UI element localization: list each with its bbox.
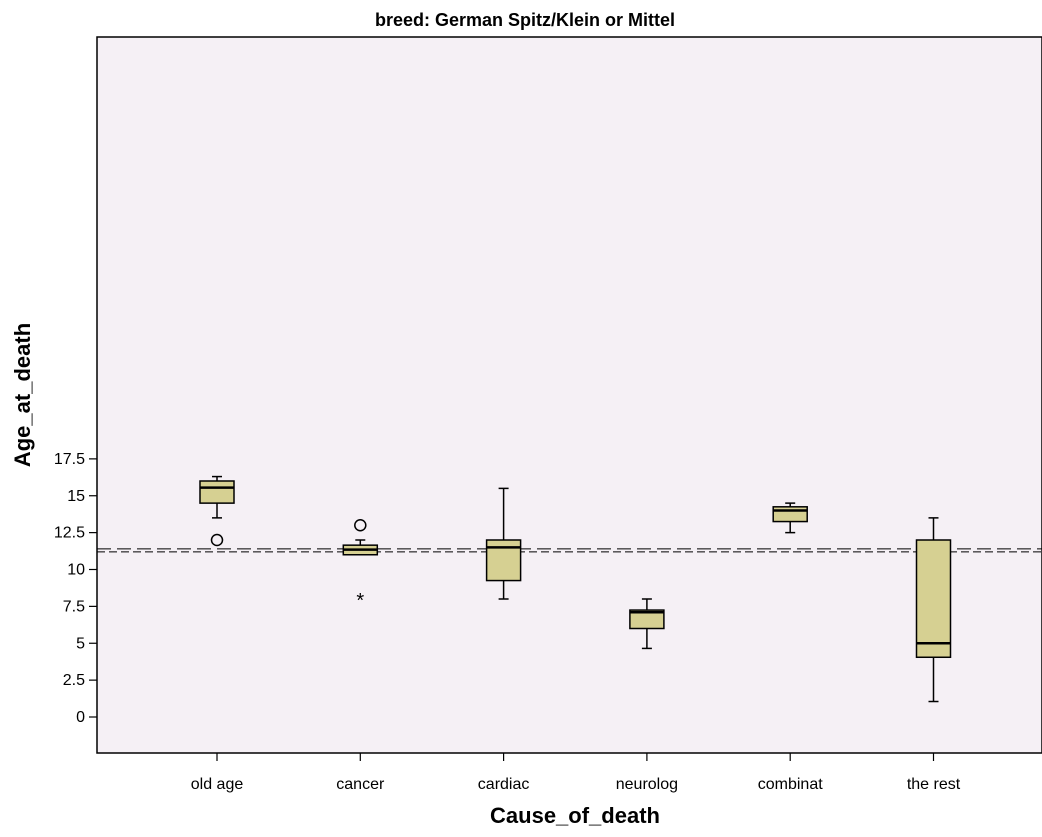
box-group: *: [342, 519, 379, 612]
x-tick-label: cancer: [336, 776, 385, 793]
y-tick-label: 2.5: [63, 672, 85, 689]
y-tick-label: 17.5: [54, 451, 85, 468]
box-group: [772, 502, 808, 534]
reference-line-layer: [97, 548, 1042, 553]
box-iqr: [199, 480, 235, 504]
extreme-point: *: [356, 590, 364, 612]
box-iqr: [915, 539, 952, 659]
box-iqr: [629, 609, 665, 630]
box-group: [629, 598, 665, 650]
box-iqr: [485, 539, 522, 582]
chart-title: breed: German Spitz/Klein or Mittel: [375, 10, 675, 30]
box-layer: *: [199, 475, 952, 703]
x-tick-label: cardiac: [478, 776, 530, 793]
axis-layer: 0 2.5 5 7.5 10 12.5 15 17.5 old age cancer cardiac…: [54, 451, 961, 793]
outlier-point: [210, 533, 224, 547]
box-group: [199, 475, 235, 547]
plot-area: [96, 36, 1042, 754]
y-tick-label: 0: [76, 709, 85, 726]
x-tick-label: combinat: [758, 776, 823, 793]
y-tick-label: 10: [67, 562, 85, 579]
box-iqr: [772, 506, 808, 523]
y-tick-label: 7.5: [63, 598, 85, 615]
box-group: [915, 517, 952, 703]
x-tick-label: the rest: [907, 776, 961, 793]
x-tick-label: old age: [191, 776, 244, 793]
y-axis-title: Age_at_death: [10, 323, 35, 467]
outlier-point: [354, 519, 367, 532]
x-axis-title: Cause_of_death: [490, 803, 660, 828]
y-tick-label: 15: [67, 488, 85, 505]
y-tick-label: 5: [76, 635, 85, 652]
y-tick-label: 12.5: [54, 525, 85, 542]
box-group: [485, 487, 522, 600]
x-tick-label: neurolog: [616, 776, 678, 793]
